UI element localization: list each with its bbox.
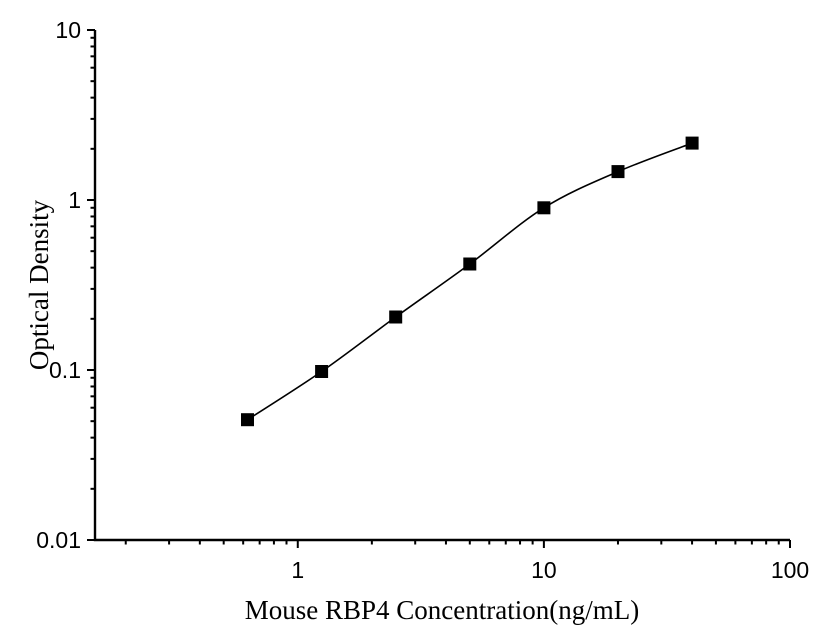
data-point-marker — [611, 165, 625, 179]
y-tick-label: 10 — [55, 17, 81, 43]
tick-labels-layer: 1 10 100 10 1 0.1 0.01 — [36, 17, 809, 583]
data-point-marker — [685, 136, 699, 150]
series-layer — [241, 136, 699, 427]
y-tick-label: 0.1 — [49, 357, 81, 383]
x-tick-label: 1 — [291, 557, 304, 583]
axis-ticks-layer — [87, 29, 791, 548]
y-axis-title: Optical Density — [24, 199, 54, 370]
data-point-marker — [315, 365, 329, 378]
data-point-marker — [389, 310, 403, 324]
x-axis-title: Mouse RBP4 Concentration(ng/mL) — [245, 595, 639, 625]
axis-frame — [93, 30, 790, 542]
axes-layer — [93, 30, 790, 542]
data-point-marker — [241, 413, 254, 427]
y-tick-label: 0.01 — [36, 527, 81, 553]
data-point-marker — [463, 257, 477, 271]
y-tick-label: 1 — [68, 187, 81, 213]
data-point-marker — [537, 201, 551, 215]
standard-curve-line — [247, 142, 693, 421]
x-tick-label: 100 — [771, 557, 809, 583]
x-tick-label: 10 — [531, 557, 557, 583]
